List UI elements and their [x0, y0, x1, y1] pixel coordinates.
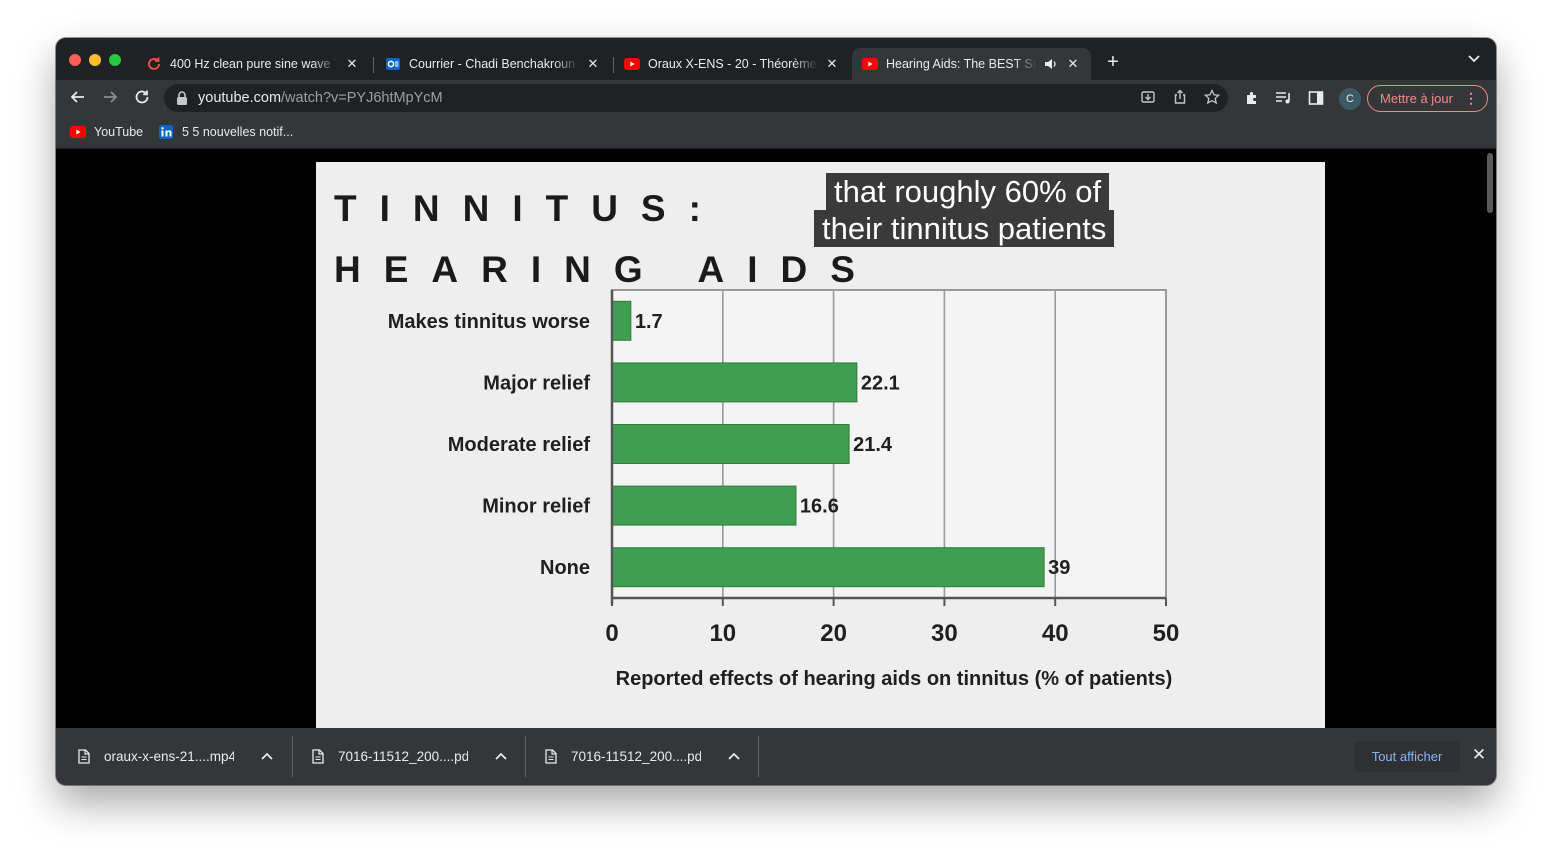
- tab-courrier[interactable]: Courrier - Chadi Benchakroun - ✕: [375, 48, 611, 80]
- bookmark-label: YouTube: [94, 125, 144, 139]
- side-panel-icon[interactable]: [1307, 90, 1325, 108]
- tab-strip: 400 Hz clean pure sine wave T ✕ Courrier…: [56, 38, 1496, 80]
- bookmark-linkedin[interactable]: 5 5 nouvelles notif...: [158, 123, 293, 141]
- back-arrow-icon[interactable]: [67, 88, 89, 110]
- x-tick-label: 30: [931, 620, 958, 647]
- download-filename: 7016-11512_200....pdf: [338, 749, 468, 764]
- x-tick-label: 0: [605, 620, 618, 647]
- bar: [611, 485, 797, 526]
- tab-separator: [373, 57, 374, 73]
- category-label: Moderate relief: [448, 434, 591, 456]
- category-label: None: [540, 557, 590, 579]
- slide-title-line-2: HEARING AIDS: [334, 249, 878, 290]
- caption-line-1: that roughly 60% of: [826, 173, 1110, 210]
- category-label: Makes tinnitus worse: [388, 311, 590, 333]
- toolbar: youtube.com/watch?v=PYJ6htMpYcM C Mettre…: [56, 80, 1496, 117]
- downloads-bar: oraux-x-ens-21....mp4 7016-11512_200....…: [56, 728, 1496, 785]
- bar: [611, 362, 858, 403]
- bookmark-label: 5 5 nouvelles notif...: [182, 125, 294, 139]
- kebab-menu-icon[interactable]: ⋮: [1464, 90, 1478, 106]
- bookmark-star-icon[interactable]: [1203, 88, 1221, 107]
- file-icon: [78, 749, 90, 764]
- caption-line-2: their tinnitus patients: [814, 210, 1115, 247]
- reload-icon: [146, 56, 162, 72]
- bar: [611, 300, 632, 341]
- forward-arrow-icon[interactable]: [99, 88, 121, 110]
- slide-title-line-1: TINNITUS:: [334, 188, 724, 229]
- x-tick-label: 40: [1042, 620, 1069, 647]
- chevron-up-icon[interactable]: [495, 748, 507, 763]
- x-axis-label: Reported effects of hearing aids on tinn…: [616, 668, 1173, 690]
- update-button-label: Mettre à jour: [1380, 91, 1453, 106]
- file-icon: [312, 749, 324, 764]
- download-filename: 7016-11512_200....pdf: [571, 749, 701, 764]
- close-tab-icon[interactable]: ✕: [826, 56, 838, 71]
- category-label: Minor relief: [482, 496, 590, 518]
- bar: [611, 424, 850, 464]
- tab-separator: [613, 57, 614, 73]
- value-label: 16.6: [800, 496, 839, 518]
- value-label: 1.7: [635, 311, 663, 333]
- vertical-scrollbar[interactable]: [1487, 153, 1493, 213]
- close-window-button[interactable]: [69, 54, 81, 66]
- video-frame: Makes tinnitus worse 1.7 Major relief 22.1 M…: [316, 162, 1325, 728]
- install-app-icon[interactable]: [1139, 89, 1157, 107]
- url-path: /watch?v=PYJ6htMpYcM: [281, 90, 443, 106]
- value-label: 21.4: [853, 434, 893, 456]
- url-host: youtube.com: [198, 90, 282, 106]
- category-label: Major relief: [483, 372, 590, 394]
- value-label: 39: [1048, 557, 1070, 579]
- value-label: 22.1: [861, 372, 900, 394]
- new-tab-icon[interactable]: +: [1107, 51, 1119, 73]
- video-player[interactable]: Makes tinnitus worse 1.7 Major relief 22.1 M…: [56, 149, 1496, 728]
- linkedin-icon: [158, 124, 174, 140]
- close-icon[interactable]: ✕: [1471, 745, 1487, 764]
- tab-sine-wave[interactable]: 400 Hz clean pure sine wave T ✕: [136, 48, 370, 80]
- tab-oraux[interactable]: Oraux X-ENS - 20 - Théorème ✕: [614, 48, 850, 80]
- download-separator: [525, 736, 526, 777]
- download-separator: [292, 736, 293, 777]
- tab-title: 400 Hz clean pure sine wave T: [170, 57, 338, 71]
- download-item[interactable]: 7016-11512_200....pdf: [290, 728, 523, 785]
- speaker-icon[interactable]: [1043, 56, 1059, 72]
- browser-window: 400 Hz clean pure sine wave T ✕ Courrier…: [56, 38, 1496, 785]
- bookmark-youtube[interactable]: YouTube: [70, 123, 143, 141]
- download-separator: [758, 736, 759, 777]
- download-item[interactable]: oraux-x-ens-21....mp4: [56, 728, 289, 785]
- lock-icon[interactable]: [176, 91, 188, 105]
- close-tab-icon[interactable]: ✕: [1067, 56, 1079, 71]
- minimize-window-button[interactable]: [89, 54, 101, 66]
- bookmarks-bar: YouTube 5 5 nouvelles notif...: [56, 117, 1496, 148]
- tab-title: Hearing Aids: The BEST So: [886, 57, 1037, 71]
- x-tick-label: 10: [709, 620, 736, 647]
- chevron-up-icon[interactable]: [728, 748, 740, 763]
- outlook-icon: [385, 56, 401, 72]
- show-all-downloads-button[interactable]: Tout afficher: [1354, 741, 1460, 772]
- x-tick-label: 50: [1153, 620, 1180, 647]
- chevron-down-icon[interactable]: [1468, 52, 1480, 66]
- profile-avatar[interactable]: C: [1339, 88, 1361, 110]
- hearing-aids-bar-chart: Makes tinnitus worse 1.7 Major relief 22.1 M…: [388, 289, 1180, 690]
- tab-title: Courrier - Chadi Benchakroun -: [409, 57, 579, 71]
- address-bar[interactable]: youtube.com/watch?v=PYJ6htMpYcM: [164, 84, 1228, 112]
- file-icon: [545, 749, 557, 764]
- reload-icon[interactable]: [131, 88, 153, 110]
- update-button[interactable]: Mettre à jour ⋮: [1367, 85, 1488, 112]
- zoom-window-button[interactable]: [109, 54, 121, 66]
- share-icon[interactable]: [1171, 89, 1189, 107]
- download-item[interactable]: 7016-11512_200....pdf: [523, 728, 756, 785]
- youtube-icon: [862, 56, 878, 72]
- tab-hearing-aids[interactable]: Hearing Aids: The BEST So ✕: [852, 48, 1091, 80]
- extensions-puzzle-icon[interactable]: [1243, 90, 1261, 108]
- x-tick-label: 20: [820, 620, 847, 647]
- media-queue-icon[interactable]: [1275, 90, 1293, 108]
- youtube-icon: [624, 56, 640, 72]
- youtube-icon: [70, 124, 86, 140]
- close-tab-icon[interactable]: ✕: [346, 56, 358, 71]
- chevron-up-icon[interactable]: [261, 748, 273, 763]
- download-filename: oraux-x-ens-21....mp4: [104, 749, 234, 764]
- close-tab-icon[interactable]: ✕: [587, 56, 599, 71]
- bar: [611, 547, 1045, 588]
- tab-title: Oraux X-ENS - 20 - Théorème: [648, 57, 817, 71]
